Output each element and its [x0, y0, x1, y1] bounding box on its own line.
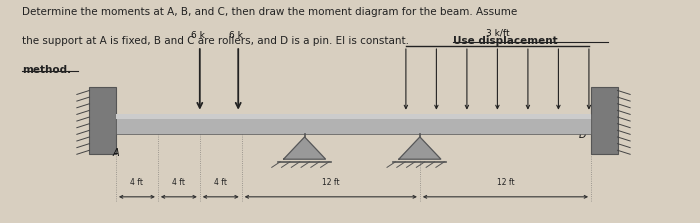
- Text: 12 ft: 12 ft: [322, 178, 340, 187]
- Text: 4 ft: 4 ft: [130, 178, 143, 187]
- Text: method.: method.: [22, 65, 71, 75]
- Polygon shape: [284, 137, 326, 159]
- Text: D: D: [579, 130, 587, 140]
- Bar: [116, 114, 591, 134]
- Bar: [90, 87, 116, 154]
- Text: 12 ft: 12 ft: [496, 178, 514, 187]
- Text: 6 k: 6 k: [190, 31, 204, 39]
- Polygon shape: [399, 137, 441, 159]
- Text: the support at A is fixed, B and C are rollers, and D is a pin. EI is constant.: the support at A is fixed, B and C are r…: [22, 36, 412, 46]
- Text: 4 ft: 4 ft: [214, 178, 228, 187]
- Bar: [591, 87, 617, 154]
- Bar: [116, 114, 591, 119]
- Text: 3 k/ft: 3 k/ft: [486, 28, 509, 37]
- Text: B: B: [302, 148, 309, 158]
- Text: 4 ft: 4 ft: [172, 178, 186, 187]
- Text: Use displacement: Use displacement: [454, 36, 558, 46]
- Text: 6 k: 6 k: [229, 31, 243, 39]
- Text: C: C: [418, 148, 424, 158]
- Text: Determine the moments at A, B, and C, then draw the moment diagram for the beam.: Determine the moments at A, B, and C, th…: [22, 7, 517, 17]
- Text: A: A: [113, 148, 119, 158]
